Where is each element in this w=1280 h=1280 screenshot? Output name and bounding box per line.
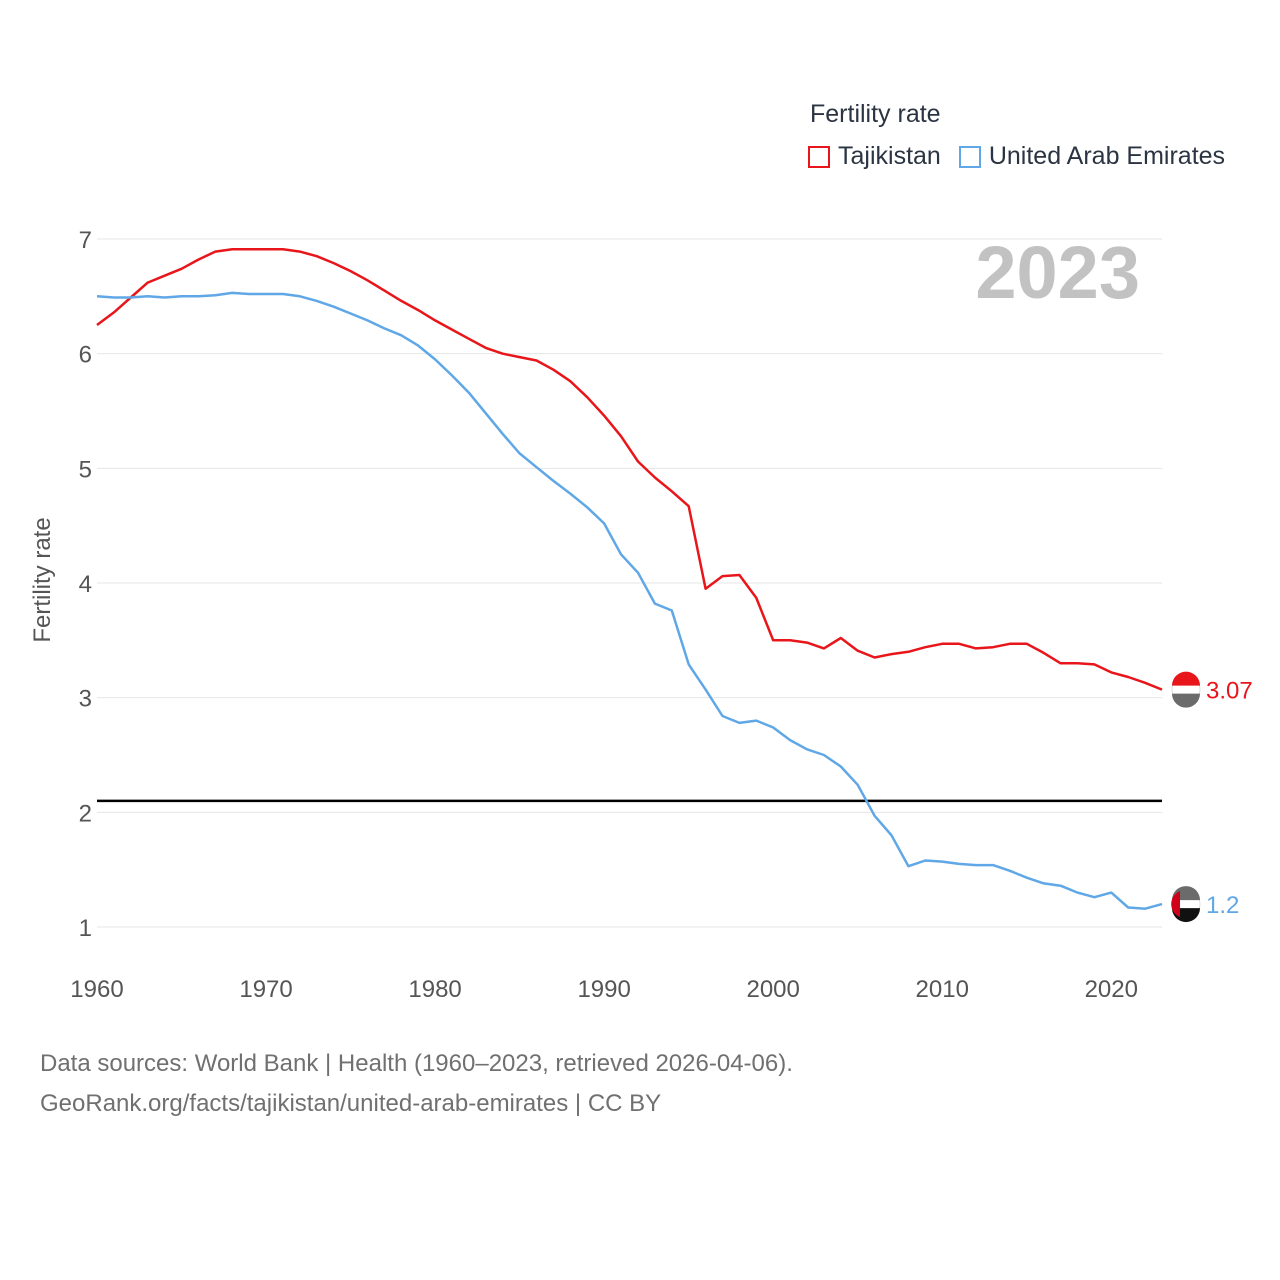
legend-title: Fertility rate (810, 100, 941, 128)
footer: Data sources: World Bank | Health (1960–… (40, 1044, 793, 1124)
end-label-1: 1.2 (1206, 892, 1239, 919)
x-tick-label: 2020 (1085, 976, 1138, 1003)
x-tick-label: 1970 (239, 976, 292, 1003)
y-tick-label: 2 (79, 800, 92, 827)
legend-label-tajikistan: Tajikistan (838, 142, 941, 170)
end-marker-flag-0 (1171, 671, 1201, 708)
line-chart: 1960 1970 1980 1990 2000 2010 2020 1 2 3 4 5 6 7 202… (29, 227, 1253, 1003)
x-tick-label: 2010 (916, 976, 969, 1003)
x-tick-label: 1960 (70, 976, 123, 1003)
y-tick-label: 6 (79, 342, 92, 369)
footer-sources: Data sources: World Bank | Health (1960–… (40, 1050, 793, 1077)
legend-swatch-tajikistan (808, 145, 830, 168)
x-tick-label: 1980 (408, 976, 461, 1003)
year-label: 2023 (975, 231, 1140, 314)
legend-item-tajikistan[interactable]: Tajikistan (808, 142, 941, 171)
series-line-1[interactable] (96, 291, 1163, 910)
y-tick-label: 4 (79, 571, 92, 598)
y-tick-label: 1 (79, 915, 92, 942)
x-tick-label: 1990 (577, 976, 630, 1003)
y-tick-label: 5 (79, 456, 92, 483)
series-line-0[interactable] (96, 248, 1163, 691)
legend-label-uae: United Arab Emirates (988, 142, 1226, 170)
y-axis-label: Fertility rate (29, 517, 56, 642)
legend-item-uae[interactable]: United Arab Emirates (958, 142, 1226, 171)
y-tick-label: 3 (79, 686, 92, 713)
legend-swatch-uae (958, 145, 981, 168)
footer-link[interactable]: GeoRank.org/facts/tajikistan/united-arab… (40, 1090, 662, 1117)
x-tick-label: 2000 (746, 976, 799, 1003)
end-label-0: 3.07 (1206, 678, 1253, 705)
legend: Tajikistan United Arab Emirates (808, 142, 1243, 171)
y-tick-label: 7 (79, 227, 92, 254)
end-marker-flag-1 (1171, 886, 1201, 923)
